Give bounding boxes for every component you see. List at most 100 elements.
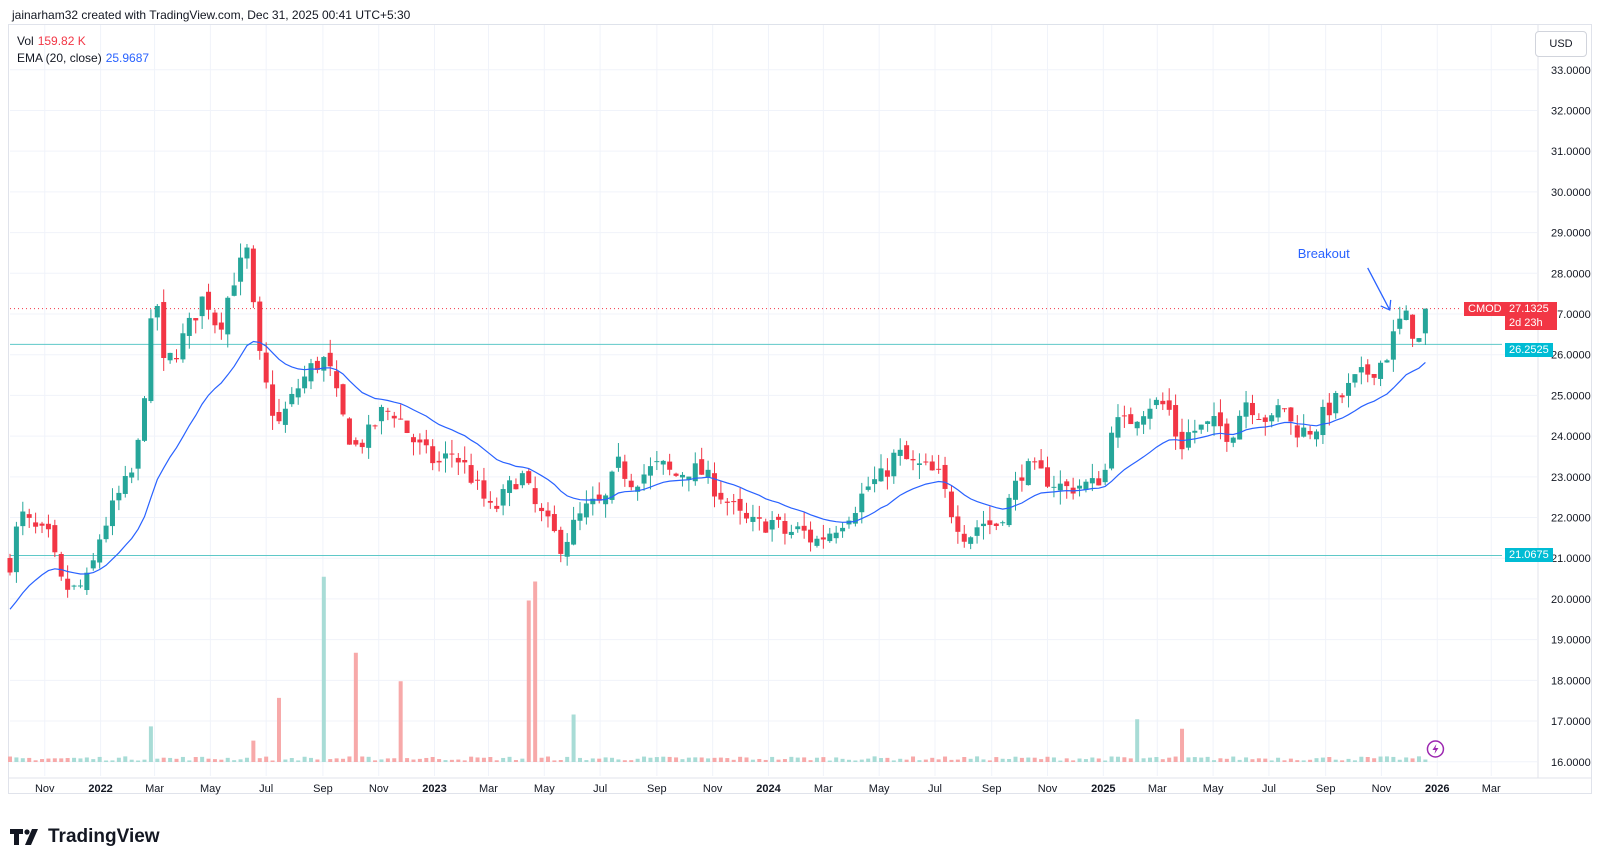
candle-body — [154, 305, 160, 318]
volume-bar — [72, 757, 77, 762]
x-tick-label: Nov — [369, 783, 389, 795]
volume-bar — [1346, 758, 1351, 762]
candle-body — [686, 476, 692, 480]
volume-legend-value: 159.82 K — [37, 34, 86, 48]
legend: Vol 159.82 K EMA (20, close) 25.9687 — [17, 33, 149, 67]
candle-body — [1045, 467, 1051, 487]
volume-bar — [84, 757, 89, 762]
volume-bar — [1058, 760, 1063, 762]
volume-bar — [1083, 759, 1088, 762]
last-price-value: 27.1325 — [1509, 302, 1549, 315]
candle-body — [769, 520, 775, 530]
candle-body — [39, 523, 45, 526]
ema-line — [9, 340, 1426, 610]
candle-body — [161, 302, 167, 359]
ema-legend-value: 25.9687 — [105, 51, 150, 65]
alert-icon-bolt — [1432, 744, 1439, 754]
volume-legend-label: Vol — [17, 34, 34, 48]
candle-body — [1288, 407, 1294, 422]
candle-body — [1166, 400, 1172, 410]
volume-bar — [481, 757, 486, 762]
candle-body — [897, 449, 903, 456]
volume-bar — [1352, 760, 1357, 762]
volume-bar — [1205, 756, 1210, 762]
volume-bar — [1327, 757, 1332, 762]
volume-bar — [129, 759, 134, 762]
candle-body — [1147, 408, 1153, 419]
volume-bar — [962, 756, 967, 762]
candle-body — [750, 516, 756, 522]
ema-legend-label: EMA (20, close) — [17, 51, 102, 65]
volume-bar — [97, 756, 102, 762]
volume-bar — [911, 756, 916, 762]
volume-bar — [686, 757, 691, 762]
volume-bar — [757, 758, 762, 762]
tradingview-logo[interactable]: TradingView — [10, 826, 160, 848]
x-tick-label: Nov — [703, 783, 723, 795]
volume-bar — [533, 581, 538, 762]
candle-body — [1269, 415, 1275, 422]
candle-body — [558, 529, 564, 554]
candle-body — [1217, 412, 1223, 427]
candle-body — [193, 318, 199, 321]
candle-body — [1422, 308, 1428, 334]
candle-body — [673, 473, 679, 476]
hline-label-upper: 26.2525 — [1505, 343, 1553, 358]
volume-bar — [328, 759, 333, 762]
candle-body — [423, 439, 429, 446]
candle-body — [1064, 481, 1070, 487]
y-tick-label: 21.0000 — [1551, 553, 1591, 565]
candle-body — [103, 525, 109, 540]
volume-bar — [206, 758, 211, 762]
breakout-arrowhead — [1380, 299, 1392, 311]
currency-button[interactable]: USD — [1535, 31, 1587, 57]
volume-bar — [373, 760, 378, 762]
y-tick-label: 20.0000 — [1551, 594, 1591, 606]
breakout-annotation[interactable]: Breakout — [1297, 245, 1350, 261]
volume-bar — [1000, 758, 1005, 762]
candle-body — [1262, 417, 1268, 422]
volume-bar — [930, 757, 935, 762]
volume-bar — [1122, 757, 1127, 762]
volume-bar — [712, 757, 717, 762]
x-tick-label: May — [1203, 783, 1224, 795]
volume-bar — [782, 759, 787, 762]
tradingview-logo-icon — [10, 829, 38, 845]
candle-body — [449, 453, 455, 455]
volume-bar — [622, 760, 627, 762]
candle-body — [1057, 483, 1063, 491]
volume-bar — [975, 756, 980, 762]
volume-bar — [629, 760, 634, 762]
volume-bar — [879, 758, 884, 762]
candle-body — [1160, 400, 1166, 405]
volume-bar — [360, 756, 365, 762]
x-tick-label: 2026 — [1425, 783, 1449, 795]
candle-body — [1333, 393, 1339, 414]
volume-bar — [763, 759, 768, 762]
candle-body — [968, 537, 974, 544]
candle-body — [820, 537, 826, 540]
candle-body — [1237, 415, 1243, 440]
volume-bar — [91, 759, 96, 762]
volume-bar — [1019, 757, 1024, 762]
volume-bar — [1115, 756, 1120, 762]
ema-legend[interactable]: EMA (20, close) 25.9687 — [17, 50, 149, 67]
volume-bar — [417, 758, 422, 762]
volume-legend[interactable]: Vol 159.82 K — [17, 33, 149, 50]
chart-frame[interactable] — [8, 24, 1592, 794]
volume-bar — [1212, 760, 1217, 762]
candle-body — [295, 388, 301, 398]
x-tick-label: Sep — [647, 783, 667, 795]
candle-body — [711, 473, 717, 497]
volume-bar — [238, 759, 243, 762]
hline-label-lower: 21.0675 — [1505, 548, 1553, 563]
volume-bar — [1365, 756, 1370, 762]
volume-bar — [949, 759, 954, 762]
candle-body — [737, 498, 743, 511]
volume-bar — [1308, 759, 1313, 762]
candle-body — [872, 479, 878, 485]
candle-body — [71, 585, 77, 587]
candle-body — [788, 531, 794, 535]
candle-body — [1410, 314, 1416, 339]
